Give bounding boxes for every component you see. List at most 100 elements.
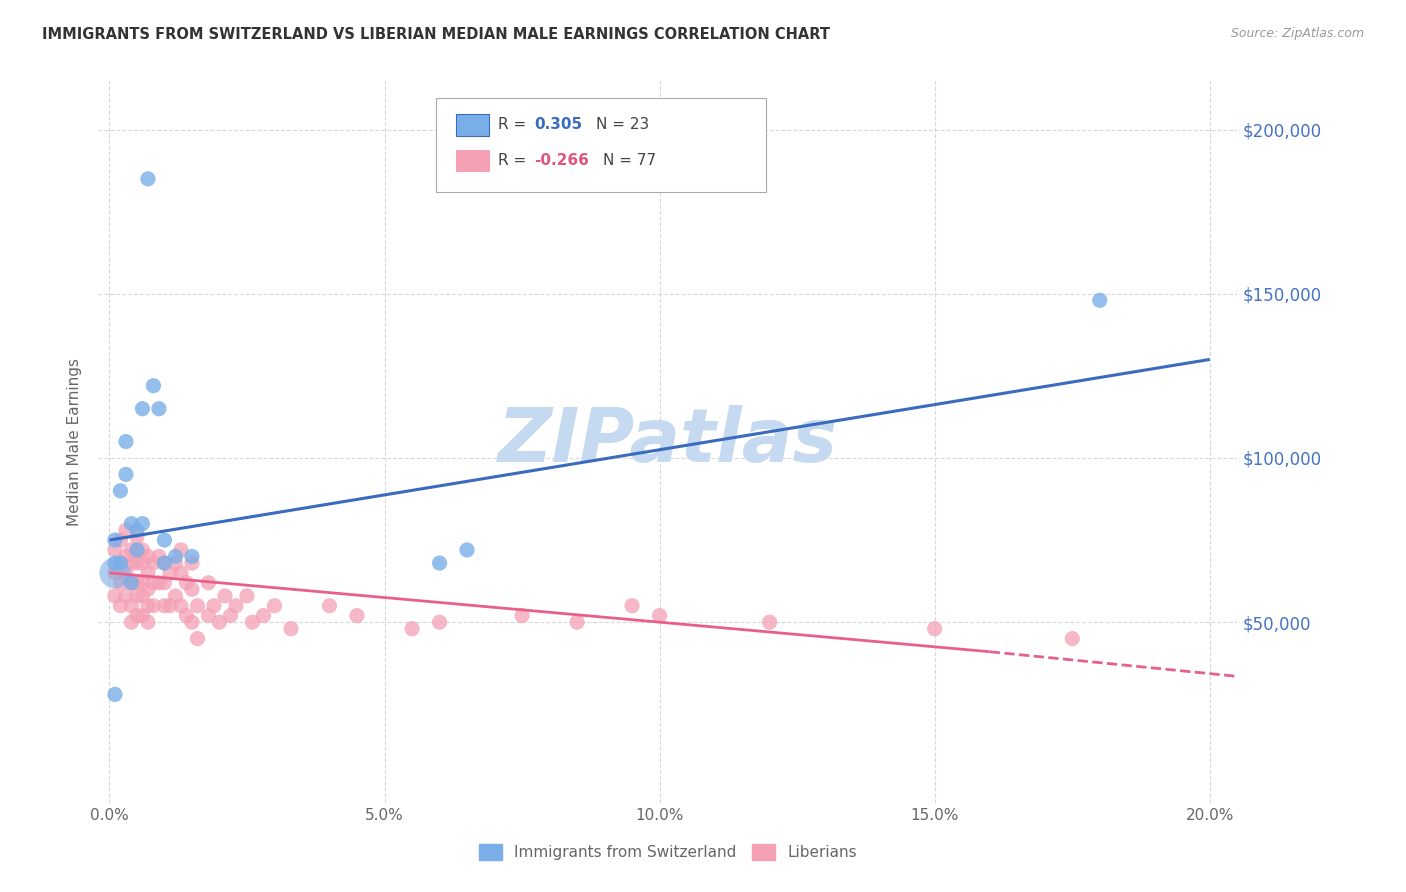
Point	[136, 171, 159, 186]
Point	[115, 467, 138, 482]
Point	[202, 599, 225, 613]
Point	[110, 556, 132, 570]
Point	[120, 615, 142, 630]
Point	[208, 615, 231, 630]
Point	[148, 401, 170, 416]
Point	[115, 566, 138, 580]
Point	[1088, 293, 1111, 308]
Point	[153, 599, 176, 613]
Point	[186, 632, 208, 646]
Point	[153, 556, 176, 570]
Point	[120, 542, 142, 557]
Point	[104, 533, 127, 547]
Point	[153, 533, 176, 547]
Point	[110, 483, 132, 498]
Point	[346, 608, 368, 623]
Point	[758, 615, 780, 630]
Point	[120, 556, 142, 570]
Point	[225, 599, 247, 613]
Point	[186, 599, 208, 613]
Point	[197, 608, 219, 623]
Point	[159, 566, 181, 580]
Point	[429, 615, 451, 630]
Point	[104, 589, 127, 603]
Point	[104, 542, 127, 557]
Text: 0.305: 0.305	[534, 118, 582, 132]
Point	[131, 516, 153, 531]
Point	[125, 589, 148, 603]
Text: ZIPatlas: ZIPatlas	[498, 405, 838, 478]
Point	[131, 401, 153, 416]
Point	[153, 575, 176, 590]
Point	[104, 566, 127, 580]
Point	[131, 575, 153, 590]
Point	[165, 589, 187, 603]
Point	[565, 615, 588, 630]
Y-axis label: Median Male Earnings: Median Male Earnings	[67, 358, 83, 525]
Point	[115, 523, 138, 537]
Point	[125, 575, 148, 590]
Point	[115, 434, 138, 449]
Point	[429, 556, 451, 570]
Point	[510, 608, 533, 623]
Text: N = 77: N = 77	[603, 153, 657, 168]
Point	[1062, 632, 1084, 646]
Point	[120, 575, 142, 590]
Point	[181, 549, 204, 564]
Point	[125, 530, 148, 544]
Point	[280, 622, 302, 636]
Point	[110, 533, 132, 547]
Point	[104, 687, 127, 701]
Point	[104, 566, 127, 580]
Point	[165, 549, 187, 564]
Point	[125, 556, 148, 570]
Point	[621, 599, 644, 613]
Text: IMMIGRANTS FROM SWITZERLAND VS LIBERIAN MEDIAN MALE EARNINGS CORRELATION CHART: IMMIGRANTS FROM SWITZERLAND VS LIBERIAN …	[42, 27, 830, 42]
Point	[242, 615, 264, 630]
Text: R =: R =	[498, 118, 531, 132]
Point	[219, 608, 242, 623]
Point	[136, 582, 159, 597]
Point	[136, 566, 159, 580]
Point	[115, 589, 138, 603]
Point	[170, 542, 193, 557]
Point	[110, 575, 132, 590]
Point	[120, 599, 142, 613]
Point	[456, 542, 478, 557]
Point	[252, 608, 274, 623]
Point	[197, 575, 219, 590]
Point	[142, 556, 165, 570]
Text: -0.266: -0.266	[534, 153, 589, 168]
Legend: Immigrants from Switzerland, Liberians: Immigrants from Switzerland, Liberians	[479, 844, 856, 860]
Point	[131, 556, 153, 570]
Point	[181, 556, 204, 570]
Point	[104, 556, 127, 570]
Point	[181, 582, 204, 597]
Point	[115, 549, 138, 564]
Point	[181, 615, 204, 630]
Point	[236, 589, 259, 603]
Point	[170, 566, 193, 580]
Point	[176, 608, 198, 623]
Point	[136, 549, 159, 564]
Point	[131, 608, 153, 623]
Point	[125, 542, 148, 557]
Point	[148, 575, 170, 590]
Point	[125, 608, 148, 623]
Point	[401, 622, 423, 636]
Point	[110, 599, 132, 613]
Point	[924, 622, 946, 636]
Point	[136, 599, 159, 613]
Point	[165, 556, 187, 570]
Point	[125, 542, 148, 557]
Point	[214, 589, 236, 603]
Point	[153, 556, 176, 570]
Point	[142, 599, 165, 613]
Point	[136, 615, 159, 630]
Point	[170, 599, 193, 613]
Point	[125, 523, 148, 537]
Point	[142, 378, 165, 392]
Text: N = 23: N = 23	[596, 118, 650, 132]
Point	[159, 599, 181, 613]
Point	[110, 556, 132, 570]
